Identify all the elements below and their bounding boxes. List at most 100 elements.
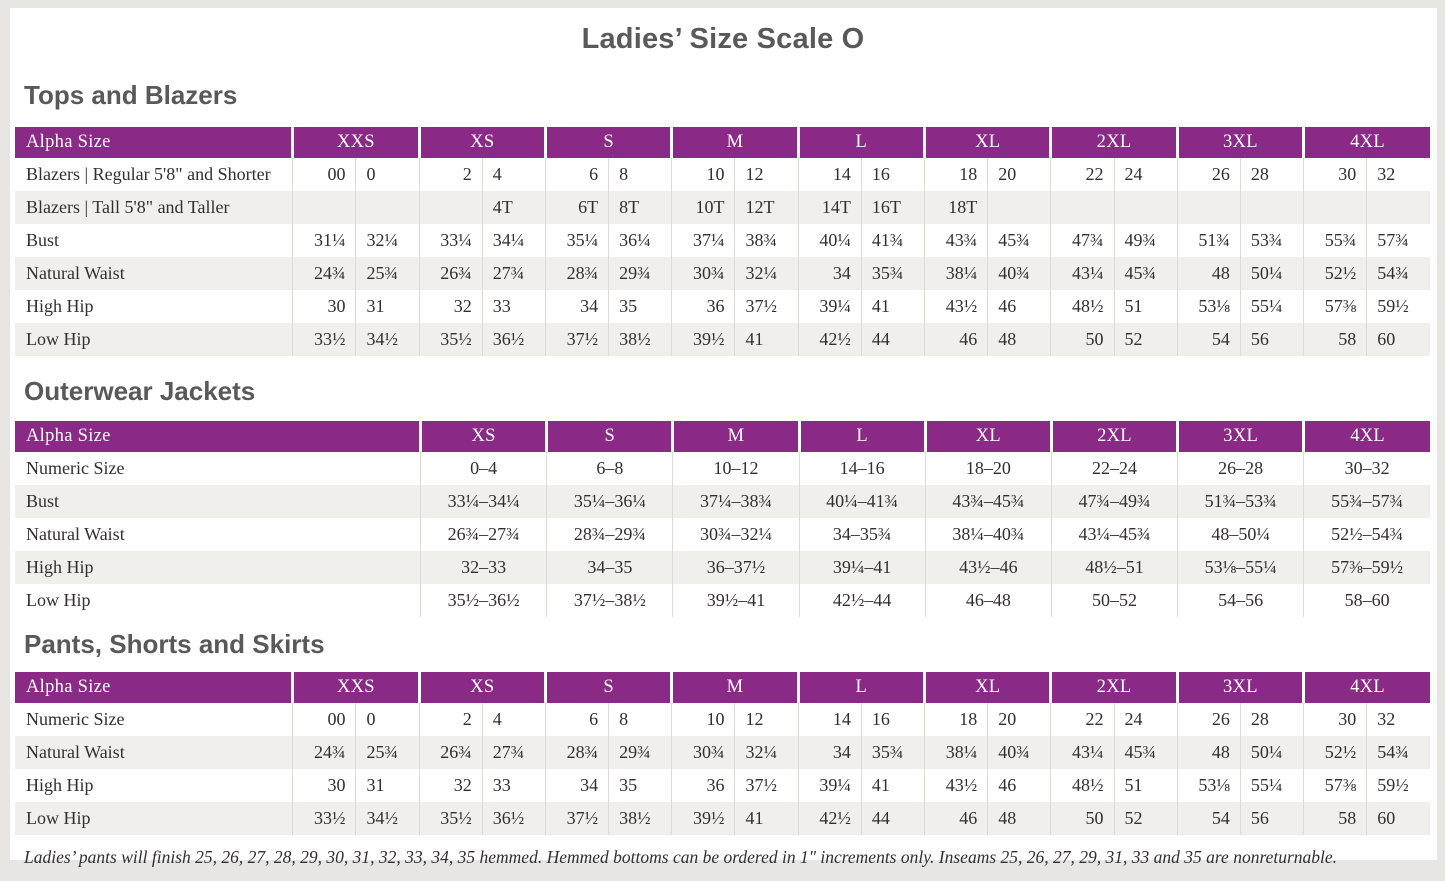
size-cell: 40¼–41¾ xyxy=(798,485,926,518)
size-cell: 58 xyxy=(1303,323,1367,356)
size-cell: 00 xyxy=(292,703,356,736)
size-cell: 34 xyxy=(544,769,609,802)
size-cell xyxy=(355,191,420,224)
size-cell: 36–37½ xyxy=(672,551,800,584)
size-cell: 39¼ xyxy=(797,769,862,802)
size-cell: 56 xyxy=(1239,323,1304,356)
size-cell: 38¼–40¾ xyxy=(924,518,1052,551)
size-cell: 28¾–29¾ xyxy=(546,518,673,551)
row-label: High Hip xyxy=(26,775,94,795)
table-row: High Hip 30 31 32 33 34 35 36 37½ 39¼ 41 43½ 46 48½ 51… xyxy=(15,769,1430,802)
table-row: Natural Waist 24¾ 25¾ 26¾ 27¾ 28¾ 29¾ 30¾ 32¼ 34 3… xyxy=(15,257,1430,290)
size-cell: 29¾ xyxy=(608,736,672,769)
size-cell: 35½–36½ xyxy=(420,584,547,617)
size-cell: 52 xyxy=(1113,323,1178,356)
size-cell: 24¾ xyxy=(292,257,356,290)
table-row: Natural Waist 26¾–27¾ 28¾–29¾ 30¾–32¼ 34–35¾… xyxy=(15,518,1430,551)
size-cell: 35¾ xyxy=(860,257,925,290)
size-cell xyxy=(1050,191,1115,224)
size-cell xyxy=(1239,191,1304,224)
size-cell: 32¼ xyxy=(355,224,420,257)
size-cell: 25¾ xyxy=(355,257,420,290)
size-cell: 43¼ xyxy=(1050,736,1115,769)
size-cell: 12T xyxy=(734,191,799,224)
size-cell: 32¼ xyxy=(734,257,799,290)
size-cell: 38¼ xyxy=(924,736,988,769)
size-cell: 0–4 xyxy=(420,452,547,485)
table-row: High Hip 32–33 34–35 36–37½ 39¼–41 43½–46 48½–… xyxy=(15,551,1430,584)
row-label: Natural Waist xyxy=(26,524,125,544)
column-header-4xl: 4XL xyxy=(1302,421,1430,452)
size-cell: 33¼–34¼ xyxy=(420,485,547,518)
size-cell: 36½ xyxy=(481,323,546,356)
size-cell xyxy=(1366,191,1430,224)
size-cell: 35 xyxy=(608,769,672,802)
size-cell: 45¾ xyxy=(987,224,1051,257)
size-cell: 16 xyxy=(860,158,925,191)
size-cell: 48½–51 xyxy=(1050,551,1178,584)
size-cell xyxy=(1113,191,1178,224)
size-cell: 51 xyxy=(1113,769,1178,802)
size-cell: 22–24 xyxy=(1050,452,1178,485)
size-cell: 30 xyxy=(292,769,356,802)
size-cell: 39½ xyxy=(671,323,735,356)
size-cell: 31¼ xyxy=(292,224,356,257)
size-cell: 57⅜ xyxy=(1303,290,1367,323)
size-cell xyxy=(987,191,1051,224)
section-pants-shorts-skirts: Pants, Shorts and Skirts Alpha Size XXS XS… xyxy=(15,629,1431,835)
size-cell: 22 xyxy=(1050,158,1115,191)
size-cell: 43¼–45¾ xyxy=(1050,518,1178,551)
table-row: Natural Waist 24¾ 25¾ 26¾ 27¾ 28¾ 29¾ 30¾ 32¼ 34 3… xyxy=(15,736,1430,769)
row-label: Low Hip xyxy=(26,808,91,828)
size-cell: 37½ xyxy=(544,323,609,356)
size-cell: 20 xyxy=(987,703,1051,736)
size-cell: 54 xyxy=(1176,802,1241,835)
size-cell: 38½ xyxy=(608,323,672,356)
size-cell: 33 xyxy=(481,769,546,802)
size-cell: 34–35 xyxy=(546,551,673,584)
size-cell: 53⅛–55¼ xyxy=(1177,551,1304,584)
column-header-xs: XS xyxy=(417,672,546,703)
size-cell: 44 xyxy=(860,802,925,835)
size-cell: 30¾ xyxy=(671,257,735,290)
size-cell: 10T xyxy=(671,191,735,224)
size-cell: 31 xyxy=(355,769,420,802)
size-cell: 31 xyxy=(355,290,420,323)
size-cell: 46 xyxy=(924,802,988,835)
size-cell: 36½ xyxy=(481,802,546,835)
size-cell: 26–28 xyxy=(1177,452,1304,485)
header-row: Alpha Size XXS XS S M L XL 2XL 3XL 4XL xyxy=(15,672,1430,703)
size-cell: 34 xyxy=(797,736,862,769)
size-cell xyxy=(418,191,483,224)
size-cell: 35¼–36¼ xyxy=(546,485,673,518)
size-cell: 44 xyxy=(860,323,925,356)
size-cell: 32–33 xyxy=(420,551,547,584)
size-cell: 45¾ xyxy=(1113,257,1178,290)
size-cell: 24 xyxy=(1113,703,1178,736)
size-cell: 27¾ xyxy=(481,257,546,290)
document-page: Ladies’ Size Scale O Tops and Blazers Al… xyxy=(10,8,1437,867)
size-cell: 16 xyxy=(860,703,925,736)
size-cell: 30 xyxy=(1303,703,1367,736)
size-cell: 46 xyxy=(987,290,1051,323)
column-header-l: L xyxy=(796,672,925,703)
size-cell: 43¾ xyxy=(924,224,988,257)
column-header-m: M xyxy=(671,421,800,452)
size-cell: 18T xyxy=(924,191,988,224)
size-cell: 37½ xyxy=(734,290,799,323)
size-cell: 6–8 xyxy=(546,452,673,485)
size-cell: 42½–44 xyxy=(798,584,926,617)
size-cell: 32 xyxy=(1366,158,1430,191)
size-cell: 34¼ xyxy=(481,224,546,257)
column-header-xl: XL xyxy=(923,421,1052,452)
column-header-2xl: 2XL xyxy=(1049,672,1178,703)
size-cell: 24 xyxy=(1113,158,1178,191)
size-cell: 6T xyxy=(544,191,609,224)
column-header-xl: XL xyxy=(923,672,1051,703)
size-cell: 47¾–49¾ xyxy=(1050,485,1178,518)
size-cell: 32 xyxy=(418,290,483,323)
size-cell: 38½ xyxy=(608,802,672,835)
size-cell: 8T xyxy=(608,191,672,224)
size-cell: 26 xyxy=(1176,703,1241,736)
column-header-4xl: 4XL xyxy=(1302,127,1430,158)
